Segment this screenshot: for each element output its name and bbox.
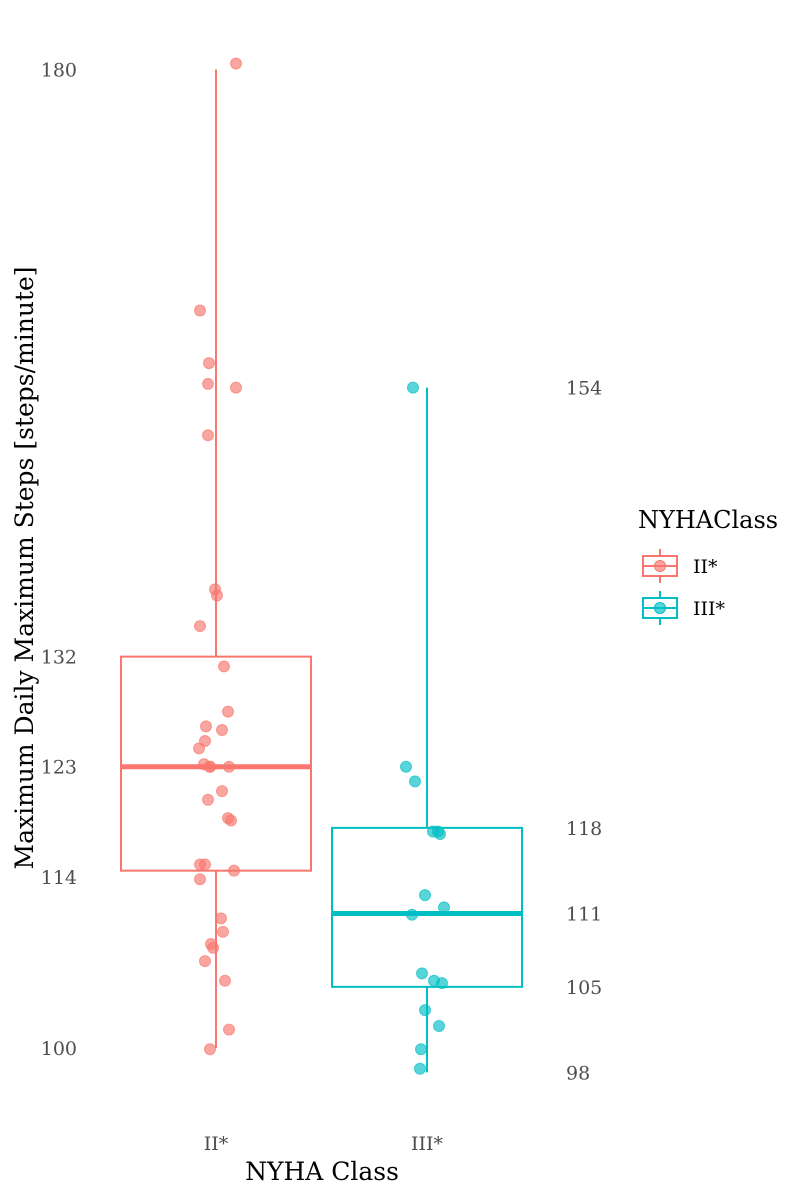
series-2-box — [331, 387, 523, 1073]
series-2-points — [400, 381, 450, 1075]
data-point — [225, 814, 237, 827]
y-tick-label-left: 123 — [41, 757, 77, 779]
data-point — [414, 1062, 426, 1075]
data-point — [400, 760, 412, 773]
legend-keys: II* III* — [642, 549, 726, 625]
legend-title: NYHAClass — [638, 506, 778, 534]
data-point — [202, 429, 214, 442]
data-point — [223, 760, 235, 773]
y-tick-label-right: 118 — [566, 818, 602, 840]
data-point — [193, 742, 205, 755]
data-point — [219, 974, 231, 987]
data-point — [230, 57, 242, 70]
data-point — [217, 925, 229, 938]
data-point — [436, 977, 448, 990]
data-point — [434, 827, 446, 840]
data-point — [415, 1043, 427, 1056]
data-point — [202, 793, 214, 806]
y-tick-label-left: 180 — [41, 60, 77, 82]
data-point — [204, 1043, 216, 1056]
data-point — [223, 1023, 235, 1036]
legend-point — [654, 560, 666, 572]
legend-label: II* — [693, 556, 718, 578]
data-point — [216, 724, 228, 737]
legend-label: III* — [693, 598, 726, 620]
y-tick-label-right: 154 — [566, 378, 602, 400]
data-point — [199, 955, 211, 968]
box-iqr — [331, 826, 523, 988]
y-tick-label-right: 111 — [566, 903, 602, 925]
series-1-points — [193, 57, 242, 1056]
data-point — [203, 357, 215, 370]
box-iqr — [120, 655, 312, 872]
y-tick-label-right: 98 — [566, 1062, 590, 1084]
y-tick-label-right: 105 — [566, 977, 602, 999]
data-point — [419, 889, 431, 902]
data-point — [407, 381, 419, 394]
y-tick-label-left: 132 — [41, 647, 77, 669]
data-point — [228, 864, 240, 877]
data-point — [419, 1004, 431, 1017]
data-point — [204, 760, 216, 773]
data-point — [230, 381, 242, 394]
data-point — [438, 901, 450, 914]
y-tick-label-left: 100 — [41, 1038, 77, 1060]
x-axis-title: NYHA Class — [245, 1157, 399, 1186]
data-point — [416, 967, 428, 980]
data-point — [194, 873, 206, 886]
data-point — [216, 785, 228, 798]
legend-key-1: II* — [642, 549, 718, 583]
data-point — [433, 1019, 445, 1032]
data-point — [194, 620, 206, 633]
legend-point — [654, 602, 666, 614]
legend-key-2: III* — [642, 591, 726, 625]
data-point — [199, 858, 211, 871]
y-axis-tick-labels-right: 154 118 111 105 98 — [566, 378, 602, 1085]
data-point — [222, 705, 234, 718]
y-tick-label-left: 114 — [41, 867, 77, 889]
data-point — [202, 377, 214, 390]
plot-marks — [120, 57, 523, 1075]
data-point — [409, 775, 421, 788]
x-axis-tick-labels: II* III* — [204, 1133, 444, 1155]
y-axis-tick-labels-left: 180 132 123 114 100 — [41, 60, 77, 1060]
x-tick-label: II* — [204, 1133, 229, 1155]
data-point — [194, 304, 206, 317]
data-point — [406, 908, 418, 921]
data-point — [218, 660, 230, 673]
data-point — [211, 589, 223, 602]
data-point — [207, 941, 219, 954]
y-axis-title: Maximum Daily Maximum Steps [steps/minut… — [10, 266, 39, 869]
x-tick-label: III* — [411, 1133, 444, 1155]
legend: NYHAClass II* III* — [638, 506, 778, 625]
series-1-box — [120, 69, 312, 1048]
data-point — [215, 912, 227, 925]
data-point — [200, 720, 212, 733]
